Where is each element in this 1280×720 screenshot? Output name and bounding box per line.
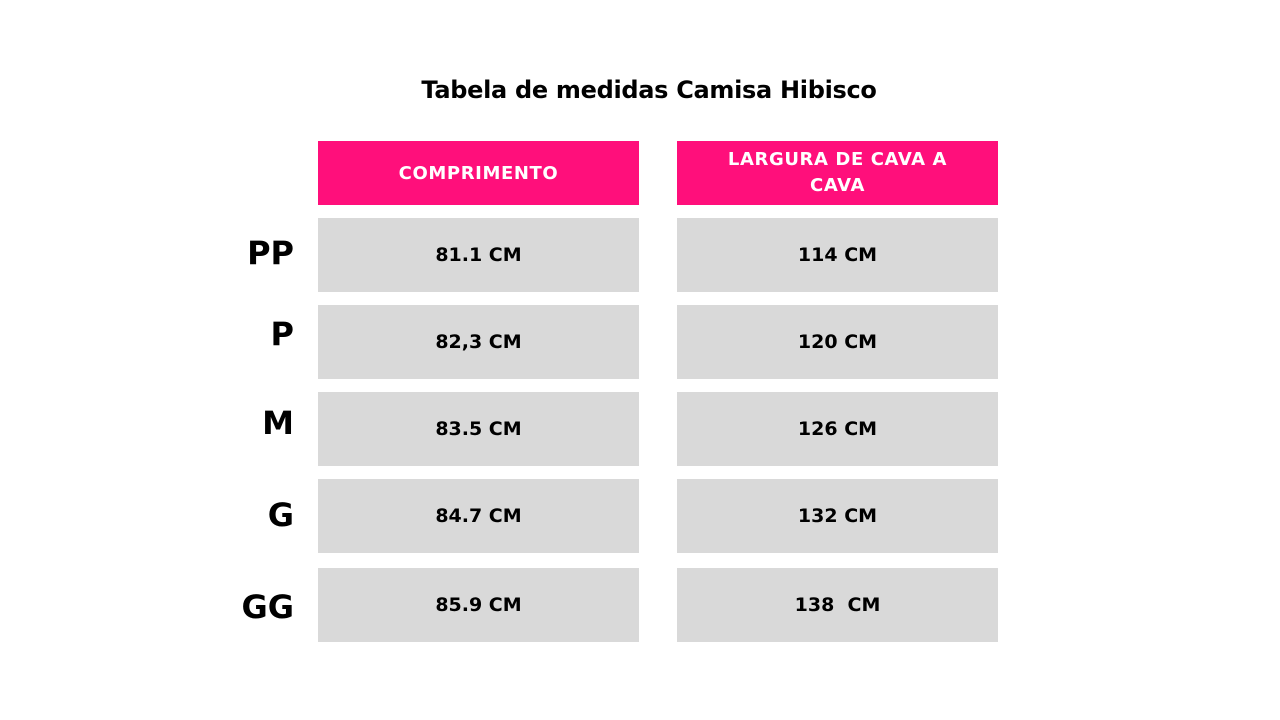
cell-value: 120 CM xyxy=(797,331,878,353)
largura-cell: 126 CM xyxy=(677,392,998,466)
cell-value: 132 CM xyxy=(797,505,878,527)
cell-value: 82,3 CM xyxy=(435,331,522,353)
size-label: PP xyxy=(247,234,294,272)
largura-cell: 114 CM xyxy=(677,218,998,292)
page-title: Tabela de medidas Camisa Hibisco xyxy=(421,76,877,104)
column-header-label: COMPRIMENTO xyxy=(398,162,559,184)
size-label: P xyxy=(270,315,294,353)
size-label: G xyxy=(267,496,294,534)
column-header-comprimento: COMPRIMENTO xyxy=(318,141,639,205)
comprimento-cell: 81.1 CM xyxy=(318,218,639,292)
largura-cell: 120 CM xyxy=(677,305,998,379)
largura-cell: 132 CM xyxy=(677,479,998,553)
cell-value: 114 CM xyxy=(797,244,878,266)
cell-value: 83.5 CM xyxy=(435,418,522,440)
size-label: M xyxy=(262,404,294,442)
table-row: P 82,3 CM 120 CM xyxy=(0,305,1280,379)
comprimento-cell: 82,3 CM xyxy=(318,305,639,379)
comprimento-cell: 85.9 CM xyxy=(318,568,639,642)
column-header-largura: LARGURA DE CAVA A CAVA xyxy=(677,141,998,205)
column-header-label: LARGURA DE CAVA A CAVA xyxy=(727,149,948,196)
table-row: G 84.7 CM 132 CM xyxy=(0,479,1280,553)
comprimento-cell: 83.5 CM xyxy=(318,392,639,466)
cell-value: 85.9 CM xyxy=(435,594,522,616)
cell-value: 126 CM xyxy=(797,418,878,440)
table-row: M 83.5 CM 126 CM xyxy=(0,392,1280,466)
cell-value: 81.1 CM xyxy=(435,244,522,266)
table-row: GG 85.9 CM 138 CM xyxy=(0,568,1280,642)
comprimento-cell: 84.7 CM xyxy=(318,479,639,553)
largura-cell: 138 CM xyxy=(677,568,998,642)
size-label: GG xyxy=(241,588,294,626)
cell-value: 138 CM xyxy=(794,594,881,616)
table-row: PP 81.1 CM 114 CM xyxy=(0,218,1280,292)
cell-value: 84.7 CM xyxy=(435,505,522,527)
